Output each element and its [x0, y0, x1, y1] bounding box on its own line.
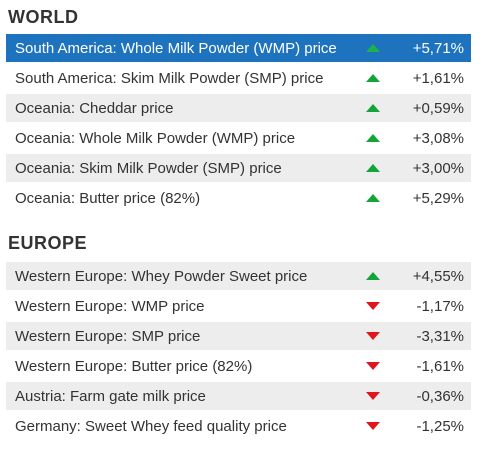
- trend-indicator: [353, 392, 393, 400]
- price-row[interactable]: Western Europe: WMP price -1,17%: [6, 292, 471, 320]
- price-change-value: -1,61%: [416, 357, 464, 375]
- price-row-label: South America: Skim Milk Powder (SMP) pr…: [15, 69, 324, 87]
- triangle-down-icon: [366, 302, 380, 310]
- price-row[interactable]: Oceania: Butter price (82%) +5,29%: [6, 184, 471, 212]
- triangle-up-icon: [366, 104, 380, 112]
- trend-indicator: [353, 194, 393, 202]
- triangle-up-icon: [366, 194, 380, 202]
- section-title-world: WORLD: [8, 7, 79, 27]
- trend-indicator: [353, 164, 393, 172]
- price-row-label: Oceania: Cheddar price: [15, 99, 174, 117]
- trend-indicator: [353, 104, 393, 112]
- price-row-label: Oceania: Butter price (82%): [15, 189, 201, 207]
- price-row-label: Western Europe: Whey Powder Sweet price: [15, 267, 308, 285]
- price-change-value: -1,25%: [416, 417, 464, 435]
- trend-indicator: [353, 44, 393, 52]
- price-change-value: +4,55%: [412, 267, 464, 285]
- triangle-down-icon: [366, 362, 380, 370]
- trend-indicator: [353, 332, 393, 340]
- price-row-label: Germany: Sweet Whey feed quality price: [15, 417, 287, 435]
- triangle-up-icon: [366, 272, 380, 280]
- price-row[interactable]: Western Europe: Whey Powder Sweet price +…: [6, 262, 471, 290]
- price-row[interactable]: Western Europe: Butter price (82%) -1,61%: [6, 352, 471, 380]
- price-row[interactable]: Western Europe: SMP price -3,31%: [6, 322, 471, 350]
- triangle-down-icon: [366, 332, 380, 340]
- price-row-label: Austria: Farm gate milk price: [15, 387, 206, 405]
- price-row-label: South America: Whole Milk Powder (WMP) p…: [15, 39, 337, 57]
- price-change-value: -0,36%: [416, 387, 464, 405]
- trend-indicator: [353, 272, 393, 280]
- trend-indicator: [353, 74, 393, 82]
- price-change-value: -1,17%: [416, 297, 464, 315]
- price-list-world: South America: Whole Milk Powder (WMP) p…: [6, 34, 471, 214]
- price-change-value: +0,59%: [412, 99, 464, 117]
- price-row[interactable]: Oceania: Whole Milk Powder (WMP) price +3…: [6, 124, 471, 152]
- triangle-down-icon: [366, 392, 380, 400]
- price-row[interactable]: Austria: Farm gate milk price -0,36%: [6, 382, 471, 410]
- triangle-up-icon: [366, 134, 380, 142]
- price-change-value: -3,31%: [416, 327, 464, 345]
- trend-indicator: [353, 422, 393, 430]
- price-row[interactable]: South America: Skim Milk Powder (SMP) pr…: [6, 64, 471, 92]
- price-row-label: Oceania: Whole Milk Powder (WMP) price: [15, 129, 296, 147]
- price-change-value: +5,29%: [412, 189, 464, 207]
- trend-indicator: [353, 302, 393, 310]
- price-row-label: Western Europe: SMP price: [15, 327, 201, 345]
- price-row[interactable]: Germany: Sweet Whey feed quality price -1…: [6, 412, 471, 440]
- price-change-value: +3,00%: [412, 159, 464, 177]
- price-row-label: Western Europe: Butter price (82%): [15, 357, 253, 375]
- trend-indicator: [353, 362, 393, 370]
- price-row-label: Western Europe: WMP price: [15, 297, 205, 315]
- price-change-value: +5,71%: [412, 39, 464, 57]
- price-change-value: +1,61%: [412, 69, 464, 87]
- trend-indicator: [353, 134, 393, 142]
- price-row[interactable]: Oceania: Skim Milk Powder (SMP) price +3,…: [6, 154, 471, 182]
- section-title-europe: EUROPE: [8, 233, 88, 253]
- triangle-down-icon: [366, 422, 380, 430]
- price-list-europe: Western Europe: Whey Powder Sweet price +…: [6, 262, 471, 442]
- triangle-up-icon: [366, 74, 380, 82]
- triangle-up-icon: [366, 164, 380, 172]
- price-row[interactable]: Oceania: Cheddar price +0,59%: [6, 94, 471, 122]
- price-row-label: Oceania: Skim Milk Powder (SMP) price: [15, 159, 282, 177]
- triangle-up-icon: [366, 44, 380, 52]
- price-change-value: +3,08%: [412, 129, 464, 147]
- price-row[interactable]: South America: Whole Milk Powder (WMP) p…: [6, 34, 471, 62]
